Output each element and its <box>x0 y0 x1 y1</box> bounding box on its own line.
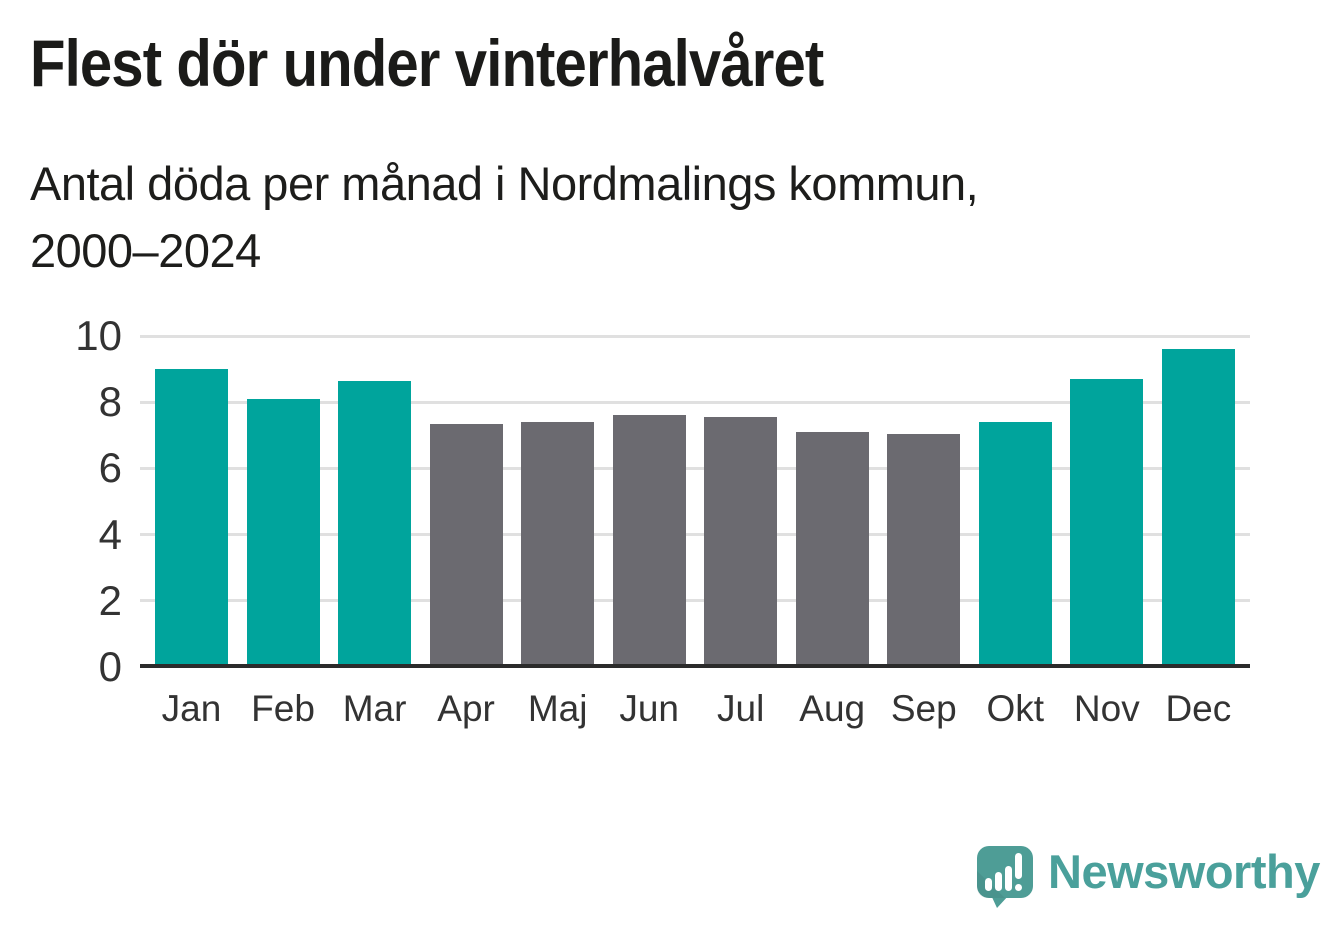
bar-mar <box>338 381 412 667</box>
x-axis-line <box>140 664 1250 668</box>
bar-feb <box>246 399 320 667</box>
x-tick-label-jan: Jan <box>161 688 222 729</box>
brand-name: Newsworthy <box>1048 845 1320 898</box>
x-tick-label-maj: Maj <box>527 688 588 729</box>
y-tick-label-4: 4 <box>98 510 122 558</box>
y-tick-label-10: 10 <box>75 312 122 359</box>
chart-title: Flest dör under vinterhalvåret <box>30 26 824 100</box>
x-tick-label-dec: Dec <box>1165 688 1232 729</box>
x-axis-labels: Jan Feb Mar Apr Maj Jun Jul Aug Sep Okt Nov Dec <box>140 688 1250 730</box>
x-tick-label-sep: Sep <box>890 688 957 729</box>
x-tick-label-okt: Okt <box>986 688 1045 729</box>
bar-maj <box>521 422 595 667</box>
y-tick-label-2: 2 <box>98 576 122 624</box>
gridline-10 <box>140 334 1250 338</box>
chart-subtitle-line-2: 2000–2024 <box>30 224 261 277</box>
x-tick-label-mar: Mar <box>342 688 407 729</box>
chart-subtitle: Antal döda per månad i Nordmalings kommu… <box>30 150 979 284</box>
gridline-8 <box>140 400 1250 404</box>
plot-area <box>140 334 1250 667</box>
x-tick-label-jun: Jun <box>619 688 679 729</box>
bar-dec <box>1161 349 1235 667</box>
gridline-4 <box>140 533 1250 537</box>
chart-subtitle-line-1: Antal döda per månad i Nordmalings kommu… <box>30 157 979 210</box>
bar-apr <box>429 424 503 667</box>
y-axis-labels: 0 2 4 6 8 10 <box>0 312 122 690</box>
y-tick-label-0: 0 <box>98 643 122 690</box>
gridline-2 <box>140 599 1250 603</box>
y-tick-label-8: 8 <box>98 378 122 426</box>
bars <box>140 336 1250 667</box>
x-tick-label-aug: Aug <box>799 688 866 729</box>
gridline-6 <box>140 466 1250 470</box>
bar-aug <box>795 432 869 667</box>
bar-sep <box>887 434 961 667</box>
y-tick-label-6: 6 <box>98 444 122 492</box>
brand-logo: Newsworthy <box>976 845 1320 909</box>
bar-nov <box>1070 379 1144 667</box>
bar-jan <box>155 369 228 667</box>
bar-chart-speech-bubble-icon <box>977 846 1033 908</box>
bar-jul <box>704 417 778 667</box>
x-tick-label-nov: Nov <box>1073 688 1140 729</box>
bar-okt <box>978 422 1052 667</box>
x-tick-label-feb: Feb <box>251 688 315 729</box>
bar-jun <box>612 415 686 667</box>
x-tick-label-apr: Apr <box>437 688 495 729</box>
x-tick-label-jul: Jul <box>717 688 765 729</box>
